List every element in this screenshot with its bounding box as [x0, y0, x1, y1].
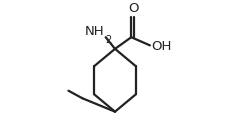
Text: NH: NH: [85, 25, 104, 38]
Text: OH: OH: [151, 40, 171, 53]
Text: O: O: [127, 2, 138, 15]
Text: 2: 2: [104, 35, 111, 45]
